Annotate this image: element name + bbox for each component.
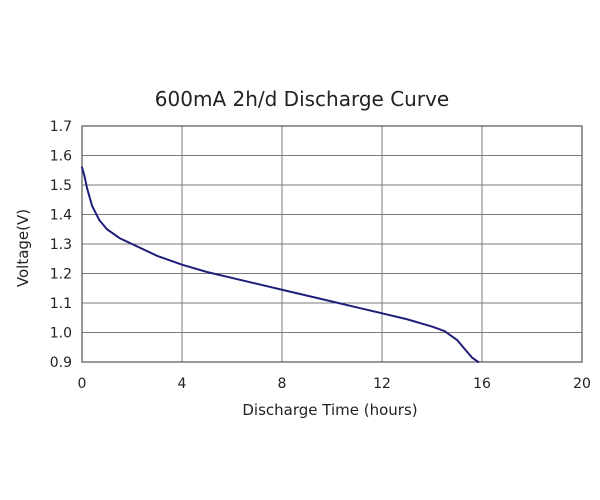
y-tick-label: 1.5 xyxy=(50,178,72,194)
x-tick-label: 0 xyxy=(78,376,87,392)
y-tick-label: 1.3 xyxy=(50,237,72,253)
x-tick-label: 20 xyxy=(573,376,591,392)
grid-lines xyxy=(81,125,583,363)
discharge-curve-line xyxy=(81,166,480,363)
x-tick-label: 8 xyxy=(278,376,287,392)
y-axis-label: Voltage(V) xyxy=(14,209,32,287)
y-tick-label: 1.6 xyxy=(50,149,72,165)
series-group xyxy=(81,166,480,363)
y-tick-label: 0.9 xyxy=(50,355,72,371)
y-tick-label: 1.2 xyxy=(50,267,72,283)
chart-title: 600mA 2h/d Discharge Curve xyxy=(155,87,449,111)
y-axis-ticks: 0.9 1.0 1.1 1.2 1.3 1.4 1.5 1.6 1.7 xyxy=(50,119,72,371)
x-tick-label: 4 xyxy=(178,376,187,392)
x-axis-ticks: 0 4 8 12 16 20 xyxy=(78,376,591,392)
x-axis-label: Discharge Time (hours) xyxy=(242,401,417,419)
y-tick-label: 1.1 xyxy=(50,296,72,312)
y-tick-label: 1.4 xyxy=(50,208,72,224)
x-tick-label: 12 xyxy=(373,376,391,392)
y-tick-label: 1.7 xyxy=(50,119,72,135)
y-tick-label: 1.0 xyxy=(50,326,72,342)
x-tick-label: 16 xyxy=(473,376,491,392)
plot-frame xyxy=(81,125,583,363)
axes xyxy=(81,125,583,363)
